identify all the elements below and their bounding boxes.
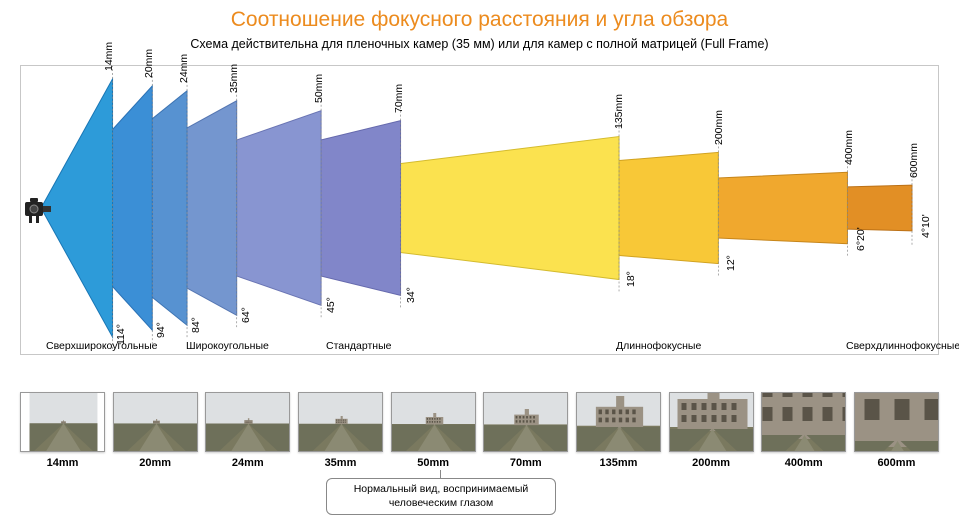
category-label: Широкоугольные: [186, 340, 269, 352]
thumb-35mm: 35mm: [298, 392, 383, 469]
thumb-600mm: 600mm: [854, 392, 939, 469]
mm-label-35mm: 35mm: [228, 64, 240, 93]
angle-label-20mm: 94°: [155, 322, 167, 338]
angle-label-200mm: 12°: [725, 255, 737, 271]
callout-line2: человеческим глазом: [389, 497, 493, 509]
angle-label-600mm: 4°10': [920, 214, 932, 238]
thumb-label: 50mm: [391, 457, 476, 469]
mm-label-135mm: 135mm: [613, 94, 625, 129]
mm-label-20mm: 20mm: [143, 49, 155, 78]
thumb-label: 600mm: [854, 457, 939, 469]
angle-label-35mm: 64°: [240, 307, 252, 323]
thumb-label: 400mm: [761, 457, 846, 469]
thumb-70mm: 70mm: [483, 392, 568, 469]
thumb-image: [761, 392, 846, 452]
mm-label-200mm: 200mm: [713, 110, 725, 145]
thumb-image: [20, 392, 105, 452]
thumb-image: [854, 392, 939, 452]
thumbnails-row: 14mm 20mm 24mm 35mm 50mm 70mm 135mm 200mm 400mm 6…: [20, 392, 939, 469]
callout-connector: [440, 470, 441, 478]
angle-label-24mm: 84°: [190, 317, 202, 333]
thumb-image: [298, 392, 383, 452]
thumb-image: [576, 392, 661, 452]
thumb-label: 135mm: [576, 457, 661, 469]
mm-label-14mm: 14mm: [103, 42, 115, 71]
angle-label-400mm: 6°20': [855, 227, 867, 251]
chart-frame: 14mm114°20mm94°24mm84°35mm64°50mm45°70mm…: [20, 65, 939, 355]
thumb-image: [113, 392, 198, 452]
thumb-135mm: 135mm: [576, 392, 661, 469]
thumb-label: 20mm: [113, 457, 198, 469]
thumb-14mm: 14mm: [20, 392, 105, 469]
thumb-200mm: 200mm: [669, 392, 754, 469]
category-label: Стандартные: [326, 340, 391, 352]
callout-box: Нормальный вид, воспринимаемый человечес…: [326, 478, 556, 515]
thumb-50mm: 50mm: [391, 392, 476, 469]
mm-label-600mm: 600mm: [908, 143, 920, 178]
thumb-label: 200mm: [669, 457, 754, 469]
camera-icon: [23, 194, 53, 224]
category-label: Длиннофокусные: [616, 340, 701, 352]
mm-label-24mm: 24mm: [178, 54, 190, 83]
mm-label-400mm: 400mm: [843, 130, 855, 165]
page-title: Соотношение фокусного расстояния и угла …: [0, 0, 959, 32]
thumb-20mm: 20mm: [113, 392, 198, 469]
callout-line1: Нормальный вид, воспринимаемый: [354, 483, 529, 495]
category-label: Сверхширокоугольные: [46, 340, 158, 352]
thumb-image: [205, 392, 290, 452]
thumb-image: [391, 392, 476, 452]
focal-length-diagram: [21, 66, 938, 354]
angle-label-135mm: 18°: [625, 271, 637, 287]
thumb-label: 14mm: [20, 457, 105, 469]
mm-label-70mm: 70mm: [393, 84, 405, 113]
thumb-label: 24mm: [205, 457, 290, 469]
thumb-label: 35mm: [298, 457, 383, 469]
thumb-label: 70mm: [483, 457, 568, 469]
angle-label-70mm: 34°: [405, 287, 417, 303]
thumb-image: [669, 392, 754, 452]
category-label: Сверхдлиннофокусные: [846, 340, 959, 352]
angle-label-50mm: 45°: [325, 297, 337, 313]
thumb-image: [483, 392, 568, 452]
thumb-400mm: 400mm: [761, 392, 846, 469]
thumb-24mm: 24mm: [205, 392, 290, 469]
mm-label-50mm: 50mm: [313, 74, 325, 103]
